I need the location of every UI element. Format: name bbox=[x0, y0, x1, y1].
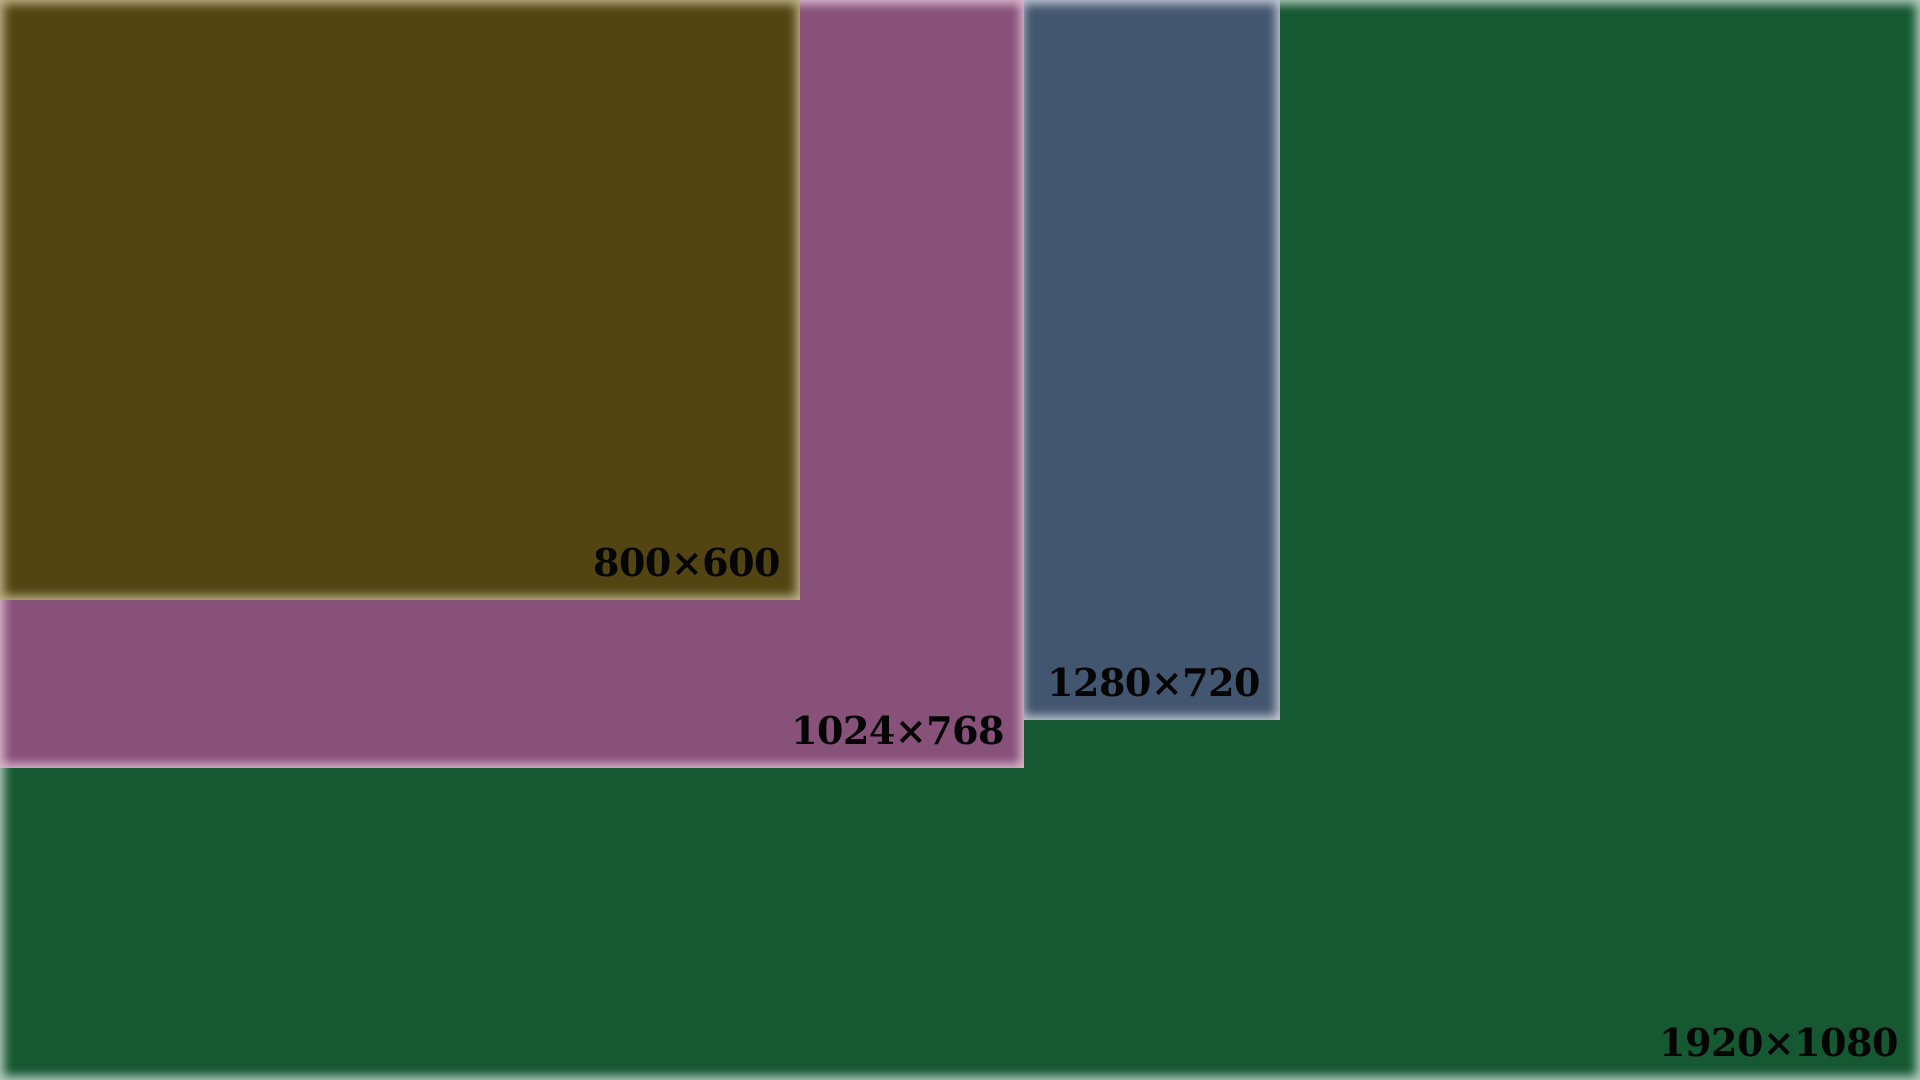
region-1280x720: 1280×720 bbox=[1020, 0, 1280, 720]
region-label-1280x720: 1280×720 bbox=[1047, 660, 1260, 705]
region-label-1920x1080: 1920×1080 bbox=[1659, 1020, 1898, 1065]
region-label-800x600: 800×600 bbox=[593, 540, 780, 585]
region-label-1024x768: 1024×768 bbox=[791, 708, 1004, 753]
region-800x600: 800×600 bbox=[0, 0, 800, 600]
